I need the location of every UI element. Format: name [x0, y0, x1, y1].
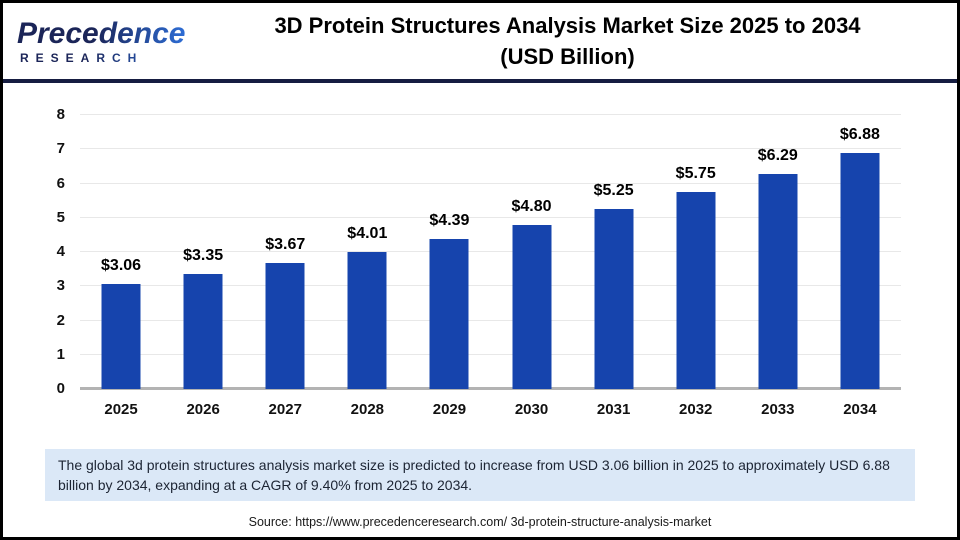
bar-slot: $3.67: [244, 115, 326, 389]
x-tick-label: 2034: [843, 401, 877, 418]
y-tick-label: 7: [56, 140, 65, 158]
plot-area: 0 1 2 3 4 5 6 7 8 $3.06 $3.35 $3.67 $4.01 $4.39 $4.80 $…: [57, 106, 901, 397]
x-tick-label: 2033: [761, 401, 795, 418]
logo-subtitle: RESEARCH: [17, 52, 188, 64]
y-tick-label: 8: [56, 106, 65, 123]
bar-value-label: $6.88: [839, 126, 880, 144]
bar-slot: $4.01: [326, 115, 408, 389]
bar: [676, 192, 716, 389]
x-axis-labels: 2025 2026 2027 2028 2029 2030 2031 2032 2033 2034: [80, 393, 901, 423]
bar-slot: $4.80: [490, 115, 572, 389]
bar: [265, 263, 305, 389]
bar-value-label: $3.35: [183, 247, 224, 265]
bar: [512, 224, 552, 389]
x-axis-line: [80, 387, 901, 390]
bar-slot: $5.25: [573, 115, 655, 389]
bar: [183, 274, 223, 389]
bar: [840, 153, 880, 389]
bar: [758, 173, 798, 389]
y-tick-label: 2: [56, 311, 65, 329]
x-tick-label: 2030: [514, 401, 549, 418]
x-tick-label: 2026: [186, 401, 220, 418]
bar: [429, 238, 469, 389]
bar: [594, 209, 634, 389]
logo-wordmark: Precedence: [17, 18, 188, 49]
bar-value-label: $5.25: [593, 182, 634, 200]
x-tick-label: 2032: [679, 401, 713, 418]
gridline: [80, 353, 901, 355]
gridline: [80, 216, 901, 218]
y-tick-label: 5: [56, 208, 65, 226]
bar-value-label: $4.80: [511, 197, 552, 215]
bar-value-label: $6.29: [757, 146, 798, 164]
precedence-research-logo: Precedence RESEARCH: [3, 18, 188, 64]
y-tick-label: 4: [56, 243, 65, 260]
y-tick-label: 1: [56, 345, 65, 363]
gridline: [80, 285, 901, 287]
x-tick-label: 2028: [350, 401, 385, 418]
x-tick-label: 2025: [104, 401, 138, 418]
bar-slot: $4.39: [408, 115, 490, 389]
y-tick-label: 3: [56, 277, 65, 295]
chart-title-line1: 3D Protein Structures Analysis Market Si…: [274, 13, 861, 38]
bar: [347, 251, 387, 389]
y-tick-label: 6: [56, 174, 65, 192]
bar-slot: $3.35: [162, 115, 244, 389]
gridline: [80, 182, 901, 184]
gridline: [80, 251, 901, 252]
gridline: [80, 114, 901, 115]
chart-title: 3D Protein Structures Analysis Market Si…: [188, 10, 957, 72]
x-tick-label: 2027: [268, 401, 302, 418]
x-tick-label: 2029: [432, 401, 467, 418]
bar-slot: $6.29: [737, 115, 819, 389]
bar-slot: $3.06: [80, 115, 162, 389]
header: Precedence RESEARCH 3D Protein Structure…: [3, 3, 957, 83]
bar-slot: $5.75: [655, 115, 737, 389]
bar: [101, 284, 141, 389]
chart-title-line2: (USD Billion): [500, 44, 635, 69]
bar-value-label: $3.67: [265, 236, 306, 254]
bars-layer: $3.06 $3.35 $3.67 $4.01 $4.39 $4.80 $5.25 $5.75…: [80, 115, 901, 389]
bar-value-label: $4.01: [347, 224, 388, 242]
x-tick-label: 2031: [596, 401, 631, 418]
bar-chart: 0 1 2 3 4 5 6 7 8 $3.06 $3.35 $3.67 $4.01 $4.39 $4.80 $…: [3, 93, 957, 423]
gridline: [80, 319, 901, 321]
bar-slot: $6.88: [819, 115, 901, 389]
source-line: Source: https://www.precedenceresearch.c…: [248, 515, 712, 529]
bar-value-label: $4.39: [429, 211, 470, 229]
bar-value-label: $3.06: [101, 257, 142, 275]
gridline: [80, 148, 901, 150]
y-tick-label: 0: [56, 380, 65, 397]
bar-value-label: $5.75: [675, 165, 716, 183]
summary-note: The global 3d protein structures analysi…: [45, 449, 915, 501]
